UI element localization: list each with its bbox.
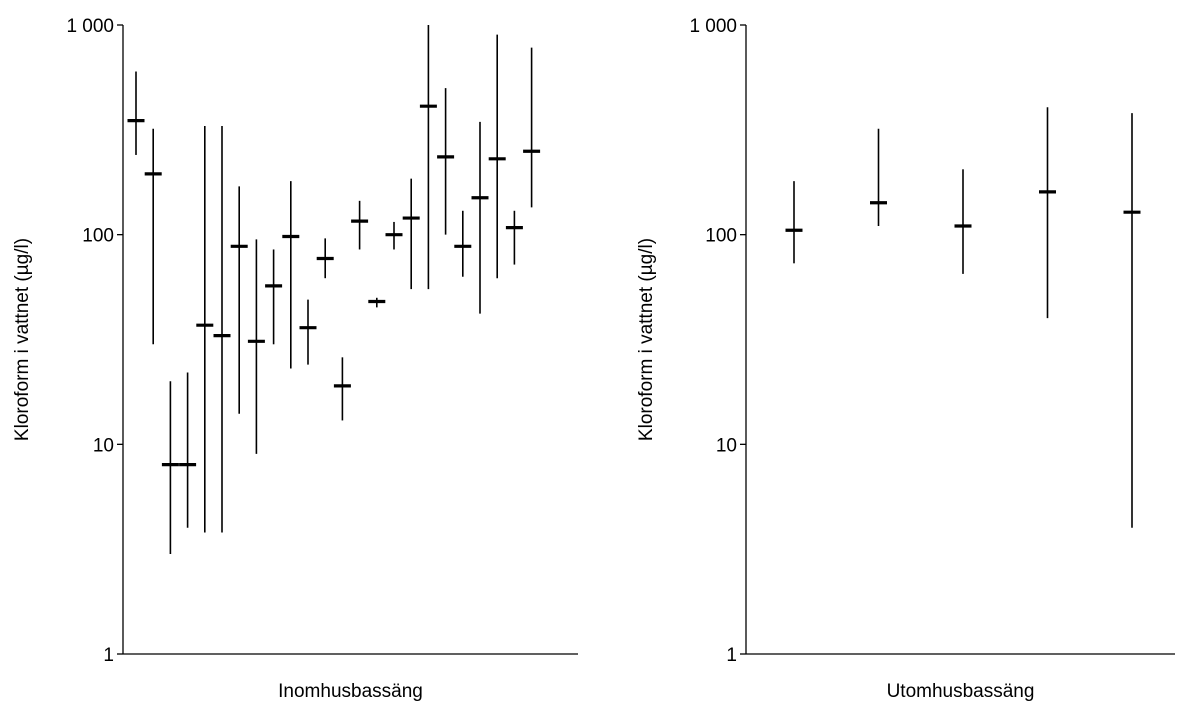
data-point — [161, 381, 179, 554]
data-point — [213, 125, 231, 533]
panel-indoor: 1 10 100 1 000 Kloroform i vattnet (µg/l) I… — [12, 16, 578, 702]
data-point — [488, 34, 506, 279]
data-point — [1123, 113, 1141, 528]
data-point — [454, 210, 472, 277]
y-tick-label: 1 — [726, 645, 737, 666]
data-point — [1039, 107, 1056, 319]
data-point — [870, 128, 887, 226]
data-point — [127, 71, 145, 155]
y-tick-label: 1 — [103, 645, 114, 666]
y-tick-label: 1 000 — [689, 16, 737, 37]
y-axis-title: Kloroform i vattnet (µg/l) — [12, 238, 33, 441]
data-point — [402, 178, 420, 290]
x-axis-title: Utomhusbassäng — [887, 681, 1035, 702]
data-point — [385, 221, 403, 250]
data-point — [316, 238, 334, 279]
y-tick-label: 10 — [716, 435, 737, 456]
data-point — [471, 121, 489, 314]
data-point — [282, 181, 300, 369]
data-point — [333, 357, 351, 421]
y-ticks: 1 10 100 1 000 — [689, 16, 746, 666]
y-tick-label: 1 000 — [66, 16, 114, 37]
x-axis-title: Inomhusbassäng — [278, 681, 423, 702]
data-point — [419, 25, 437, 290]
y-ticks: 1 10 100 1 000 — [66, 16, 123, 666]
data-point — [196, 125, 214, 533]
y-tick-label: 100 — [705, 226, 737, 247]
data-point — [230, 186, 248, 414]
data-point — [299, 299, 317, 365]
error-bar-marks — [785, 107, 1141, 528]
data-point — [247, 239, 265, 454]
data-point — [505, 210, 523, 265]
error-bar-marks — [127, 25, 541, 554]
data-point — [785, 181, 803, 264]
panel-outdoor: 1 10 100 1 000 Kloroform i vattnet (µg/l) U… — [636, 16, 1175, 702]
data-point — [523, 47, 541, 208]
data-point — [179, 372, 197, 528]
data-point — [351, 200, 369, 250]
y-axis-title: Kloroform i vattnet (µg/l) — [636, 238, 657, 441]
data-point — [265, 249, 283, 345]
data-point — [437, 88, 455, 235]
data-point — [954, 169, 972, 274]
data-point — [144, 128, 162, 345]
y-tick-label: 10 — [93, 435, 114, 456]
y-tick-label: 100 — [82, 226, 114, 247]
data-point — [368, 297, 386, 308]
